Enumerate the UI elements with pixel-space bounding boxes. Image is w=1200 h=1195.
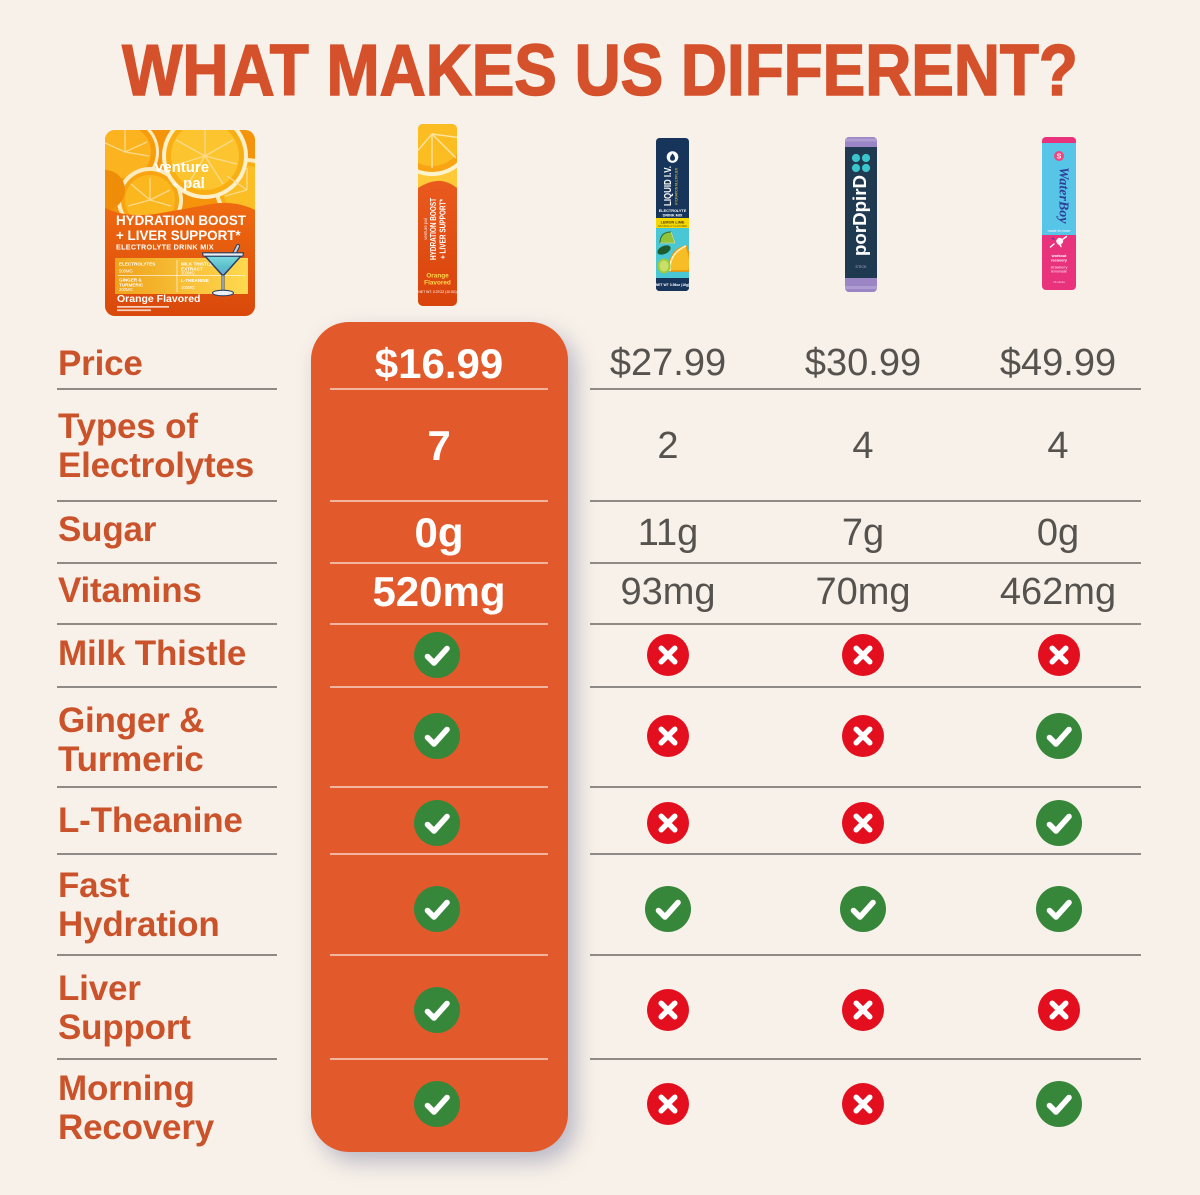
svg-text:LIQUID I.V.: LIQUID I.V. [663, 166, 674, 206]
svg-text:16 sticks: 16 sticks [1053, 280, 1065, 284]
svg-text:HYDRATION BOOST: HYDRATION BOOST [429, 198, 438, 260]
svg-text:NATURALLY FLAVORED: NATURALLY FLAVORED [658, 224, 687, 228]
svg-text:made to move: made to move [1048, 229, 1071, 233]
svg-text:+ LIVER SUPPORT*: + LIVER SUPPORT* [116, 228, 241, 243]
svg-text:WaterBoy: WaterBoy [1056, 167, 1071, 224]
svg-text:recovery: recovery [1051, 259, 1068, 263]
svg-text:pal: pal [183, 175, 205, 192]
svg-text:200MG: 200MG [119, 287, 133, 292]
svg-text:Orange Flavored: Orange Flavored [117, 293, 200, 305]
svg-text:DRINK MIX: DRINK MIX [663, 214, 683, 218]
svg-text:L-THEANINE: L-THEANINE [181, 278, 209, 283]
svg-text:Flavored: Flavored [424, 280, 451, 287]
svg-text:venture pal: venture pal [423, 218, 428, 240]
svg-text:EXTRACT: EXTRACT [181, 267, 203, 272]
svg-text:MILK THISTLE: MILK THISTLE [181, 262, 213, 267]
svg-text:LEMON LIME: LEMON LIME [661, 221, 685, 225]
svg-text:strawberry: strawberry [1051, 266, 1068, 270]
svg-text:+ LIVER SUPPORT*: + LIVER SUPPORT* [439, 198, 448, 259]
svg-text:TURMERIC: TURMERIC [119, 283, 144, 288]
svg-text:100MG: 100MG [181, 285, 195, 290]
svg-text:✦: ✦ [171, 180, 179, 190]
svg-text:NET WT 0.56oz (16g): NET WT 0.56oz (16g) [656, 283, 689, 287]
svg-text:S: S [1057, 154, 1062, 161]
svg-text:STICK: STICK [855, 265, 867, 269]
svg-text:workout: workout [1051, 254, 1068, 258]
svg-text:porDpirD: porDpirD [850, 175, 870, 256]
svg-text:GINGER &: GINGER & [119, 278, 142, 283]
svg-text:lemonade: lemonade [1051, 270, 1067, 274]
svg-text:ELECTROLYTE: ELECTROLYTE [659, 209, 687, 213]
svg-text:HYDRATION MULTIPLIER: HYDRATION MULTIPLIER [675, 167, 679, 205]
svg-text:500MG: 500MG [119, 269, 133, 274]
svg-text:300MG: 300MG [181, 271, 195, 276]
svg-text:NET WT. 0.37OZ (10.5G): NET WT. 0.37OZ (10.5G) [418, 290, 456, 294]
svg-text:Orange: Orange [426, 273, 449, 280]
svg-text:HYDRATION BOOST: HYDRATION BOOST [116, 213, 247, 228]
svg-text:ELECTROLYTES: ELECTROLYTES [119, 262, 155, 267]
svg-text:ELECTROLYTE DRINK MIX: ELECTROLYTE DRINK MIX [116, 243, 214, 252]
svg-text:venture: venture [155, 159, 209, 176]
